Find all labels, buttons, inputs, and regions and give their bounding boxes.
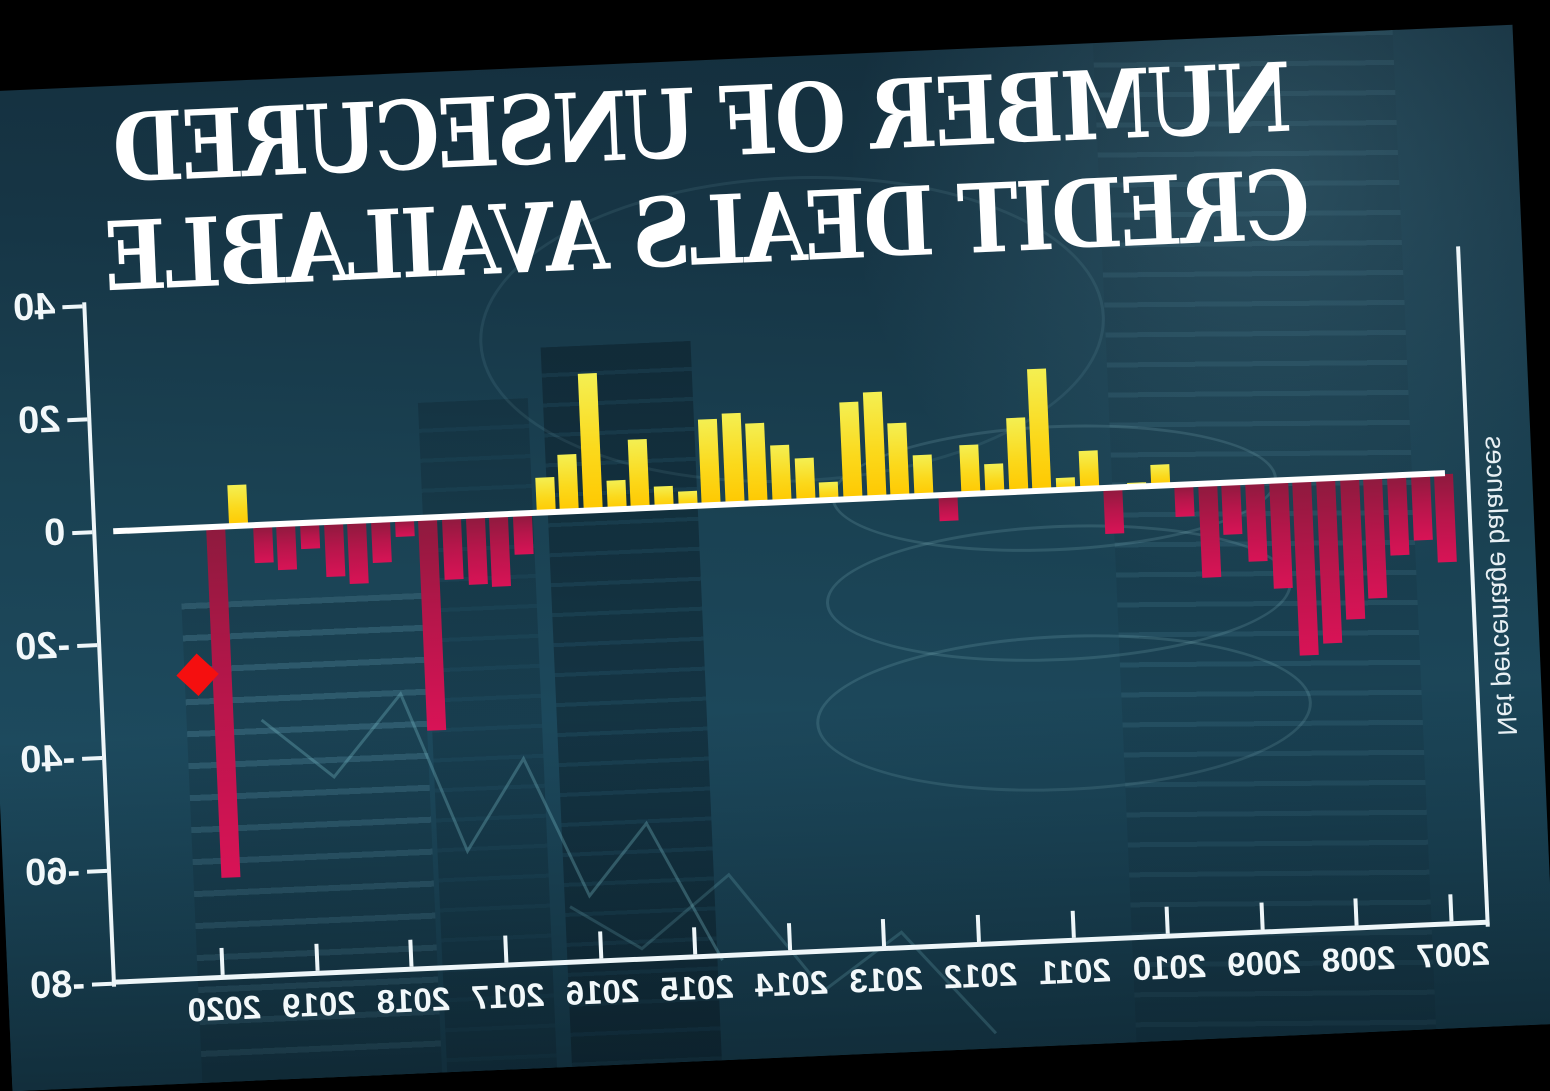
bar-2011-q4 [1005,416,1029,494]
bar-2007-q2 [1434,473,1458,563]
bar-2019-q3 [276,524,298,571]
bar-2017-q2 [489,515,512,587]
bar-2020-q1 [227,484,249,528]
bar-2010-q1 [1174,485,1195,517]
bar-2014-q4 [721,412,745,506]
bar-2009-q2 [1245,482,1268,562]
bar-2012-q2 [959,444,981,496]
bar-2016-q3 [557,453,580,513]
bar-2014-q3 [745,422,769,505]
bar-2015-q4 [627,439,650,510]
bar-2010-q4 [1103,488,1125,535]
x-axis-year-label: 2020 [186,988,262,1029]
bar-2012-q4 [912,454,934,498]
bar-2019-q2 [300,523,321,550]
bar-2019-q4 [252,525,274,563]
bar-2009-q4 [1198,484,1222,579]
y-axis-tick-label: -80 [29,962,86,1008]
bar-2017-q4 [441,517,464,581]
bar-2017-q3 [465,516,488,585]
bar-2018-q3 [371,520,392,564]
bar-2013-q1 [887,422,910,499]
y-axis-tick-label: -40 [19,737,76,782]
bar-2014-q1 [794,457,816,503]
bar-2015-q1 [698,419,721,507]
y-axis-tick [86,868,108,874]
bar-2007-q4 [1387,475,1410,556]
y-axis-tick-label: 0 [43,511,67,555]
bar-2014-q2 [770,444,792,504]
chart-canvas: NUMBER OF UNSECURED CREDIT DEALS AVAILAB… [0,24,1550,1091]
y-axis-tick [82,755,103,761]
y-axis-tick [77,643,98,648]
bar-2012-q3 [938,495,959,522]
y-axis-tick-label: -20 [14,624,72,669]
y-axis-tick-label: -60 [24,850,81,895]
bar-2018-q4 [347,521,370,585]
bar-2011-q1 [1078,450,1099,491]
bar-2009-q3 [1221,483,1243,535]
bar-2019-q1 [323,522,346,577]
bar-2017-q1 [512,514,534,555]
y-axis-tick-label: 20 [17,398,62,443]
bar-2007-q3 [1410,474,1433,541]
